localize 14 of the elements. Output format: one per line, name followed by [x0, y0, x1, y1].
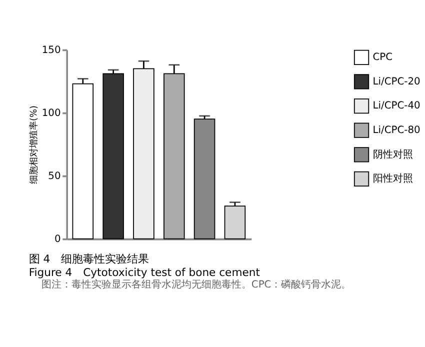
text: 图注：毒性实验显示各组骨水泥均无细胞毒性。CPC：磷酸钙骨水泥。	[41, 278, 352, 290]
y-tick-label: 50	[48, 170, 61, 182]
legend-label: Li/CPC-20	[372, 76, 420, 88]
legend-label: Li/CPC-40	[372, 100, 420, 112]
y-tick-label: 150	[42, 44, 61, 56]
y-tick-label: 100	[42, 108, 61, 119]
y-tick-label: 0	[54, 234, 61, 245]
text: Figure 4 Cytotoxicity test of bone cement	[28, 266, 260, 279]
legend-label: 阴性对照	[372, 148, 413, 160]
legend-label: CPC	[372, 52, 393, 64]
text: 图 4 细胞毒性实验结果	[28, 252, 150, 266]
legend-label: 阳性对照	[372, 172, 413, 185]
legend-label: Li/CPC-80	[372, 125, 420, 136]
y-axis-title: 细胞相对增殖率(%)	[28, 105, 40, 184]
